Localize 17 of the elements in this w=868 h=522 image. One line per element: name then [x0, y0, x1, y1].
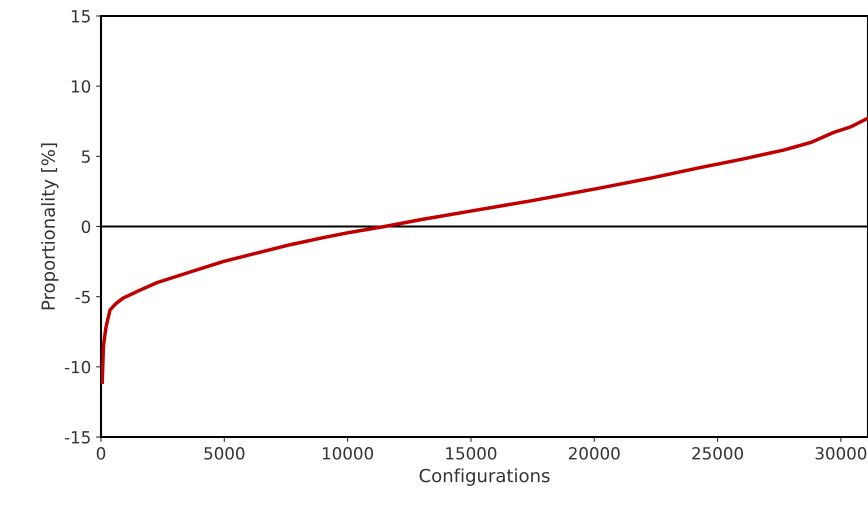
- line-series: [101, 116, 868, 384]
- y-tick-label: 10: [72, 80, 90, 93]
- x-tick-label: 0: [96, 447, 106, 460]
- x-tick-label: 10000: [322, 447, 374, 460]
- y-tick-label: -15: [64, 431, 90, 444]
- x-tick-label: 15000: [446, 447, 496, 460]
- y-axis-title: Proportionality [%]: [41, 144, 58, 310]
- x-tick-label: 30000: [816, 447, 866, 460]
- x-tick-label: 25000: [692, 447, 743, 460]
- y-tick-label: 15: [72, 10, 90, 23]
- y-tick-label: 0: [82, 220, 90, 234]
- y-tick-label: 5: [82, 150, 90, 163]
- x-tick-label: 5000: [204, 447, 244, 460]
- y-tick-label: -5: [75, 290, 90, 304]
- y-tick-label: -10: [64, 360, 90, 374]
- x-tick-label: 20000: [568, 447, 620, 460]
- x-axis-title: Configurations: [420, 468, 550, 486]
